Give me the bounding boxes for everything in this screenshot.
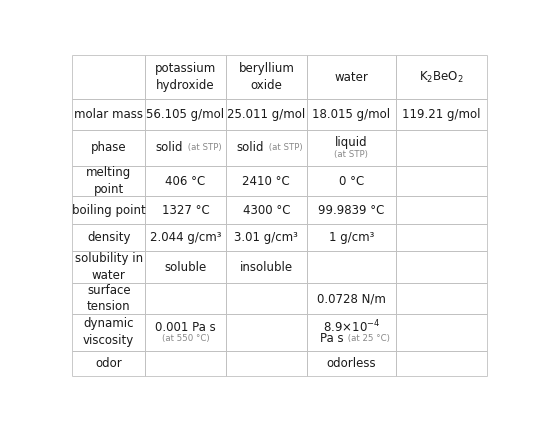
Bar [307,166,396,196]
Text: 2.044 g/cm³: 2.044 g/cm³ [150,231,221,244]
Bar [307,351,396,376]
Bar [73,166,145,196]
Text: (at STP): (at STP) [265,144,302,153]
Bar [73,130,145,166]
Bar [73,224,145,251]
Text: 1 g/cm³: 1 g/cm³ [329,231,374,244]
Bar [145,224,226,251]
Text: 25.011 g/mol: 25.011 g/mol [227,108,305,121]
Bar [396,351,487,376]
Bar [73,99,145,130]
Text: 0 °C: 0 °C [339,175,364,188]
Text: 18.015 g/mol: 18.015 g/mol [312,108,390,121]
Bar [226,224,307,251]
Text: insoluble: insoluble [240,261,293,273]
Bar [73,351,145,376]
Text: beryllium
oxide: beryllium oxide [239,62,294,92]
Text: odorless: odorless [327,357,376,370]
Text: Pa s: Pa s [320,332,344,345]
Text: 56.105 g/mol: 56.105 g/mol [146,108,224,121]
Bar [307,99,396,130]
Text: water: water [334,71,369,84]
Bar [145,283,226,314]
Bar [307,251,396,283]
Bar [307,130,396,166]
Bar [73,283,145,314]
Text: K$_2$BeO$_2$: K$_2$BeO$_2$ [419,70,464,85]
Text: (at 25 °C): (at 25 °C) [345,334,390,343]
Text: 0.001 Pa s: 0.001 Pa s [155,320,216,334]
Bar [145,351,226,376]
Bar [307,283,396,314]
Bar [307,224,396,251]
Text: (at STP): (at STP) [185,144,221,153]
Text: boiling point: boiling point [72,204,146,217]
Text: 99.9839 °C: 99.9839 °C [318,204,384,217]
Bar [226,196,307,224]
Bar [226,99,307,130]
Bar [145,251,226,283]
Text: surface
tension: surface tension [87,284,130,313]
Bar [226,283,307,314]
Text: 119.21 g/mol: 119.21 g/mol [402,108,481,121]
Bar [226,251,307,283]
Bar [73,314,145,351]
Bar [396,196,487,224]
Bar [73,251,145,283]
Text: 3.01 g/cm³: 3.01 g/cm³ [234,231,298,244]
Text: 0.0728 N/m: 0.0728 N/m [317,292,386,305]
Text: solid: solid [156,141,183,155]
Bar [396,130,487,166]
Bar [226,351,307,376]
Bar [396,99,487,130]
Text: odor: odor [96,357,122,370]
Bar [73,55,145,99]
Bar [145,99,226,130]
Text: melting
point: melting point [86,167,132,196]
Text: soluble: soluble [164,261,206,273]
Bar [396,224,487,251]
Text: phase: phase [91,141,127,155]
Bar [226,166,307,196]
Bar [73,196,145,224]
Text: 4300 °C: 4300 °C [242,204,290,217]
Bar [145,166,226,196]
Text: dynamic
viscosity: dynamic viscosity [83,317,134,347]
Bar [307,314,396,351]
Bar [226,55,307,99]
Text: 2410 °C: 2410 °C [242,175,290,188]
Text: solubility in
water: solubility in water [75,252,143,282]
Text: solid: solid [237,141,264,155]
Text: molar mass: molar mass [74,108,143,121]
Bar [396,55,487,99]
Text: 1327 °C: 1327 °C [162,204,209,217]
Bar [226,314,307,351]
Text: (at STP): (at STP) [334,150,369,159]
Text: potassium
hydroxide: potassium hydroxide [155,62,216,92]
Text: density: density [87,231,130,244]
Bar [145,55,226,99]
Bar [396,314,487,351]
Text: 8.9$\times$10$^{-4}$: 8.9$\times$10$^{-4}$ [323,319,380,335]
Bar [145,314,226,351]
Bar [226,130,307,166]
Bar [396,166,487,196]
Bar [396,283,487,314]
Bar [396,251,487,283]
Text: (at 550 °C): (at 550 °C) [162,334,209,343]
Text: liquid: liquid [335,136,367,149]
Bar [145,196,226,224]
Text: 406 °C: 406 °C [165,175,206,188]
Bar [307,196,396,224]
Bar [145,130,226,166]
Bar [307,55,396,99]
